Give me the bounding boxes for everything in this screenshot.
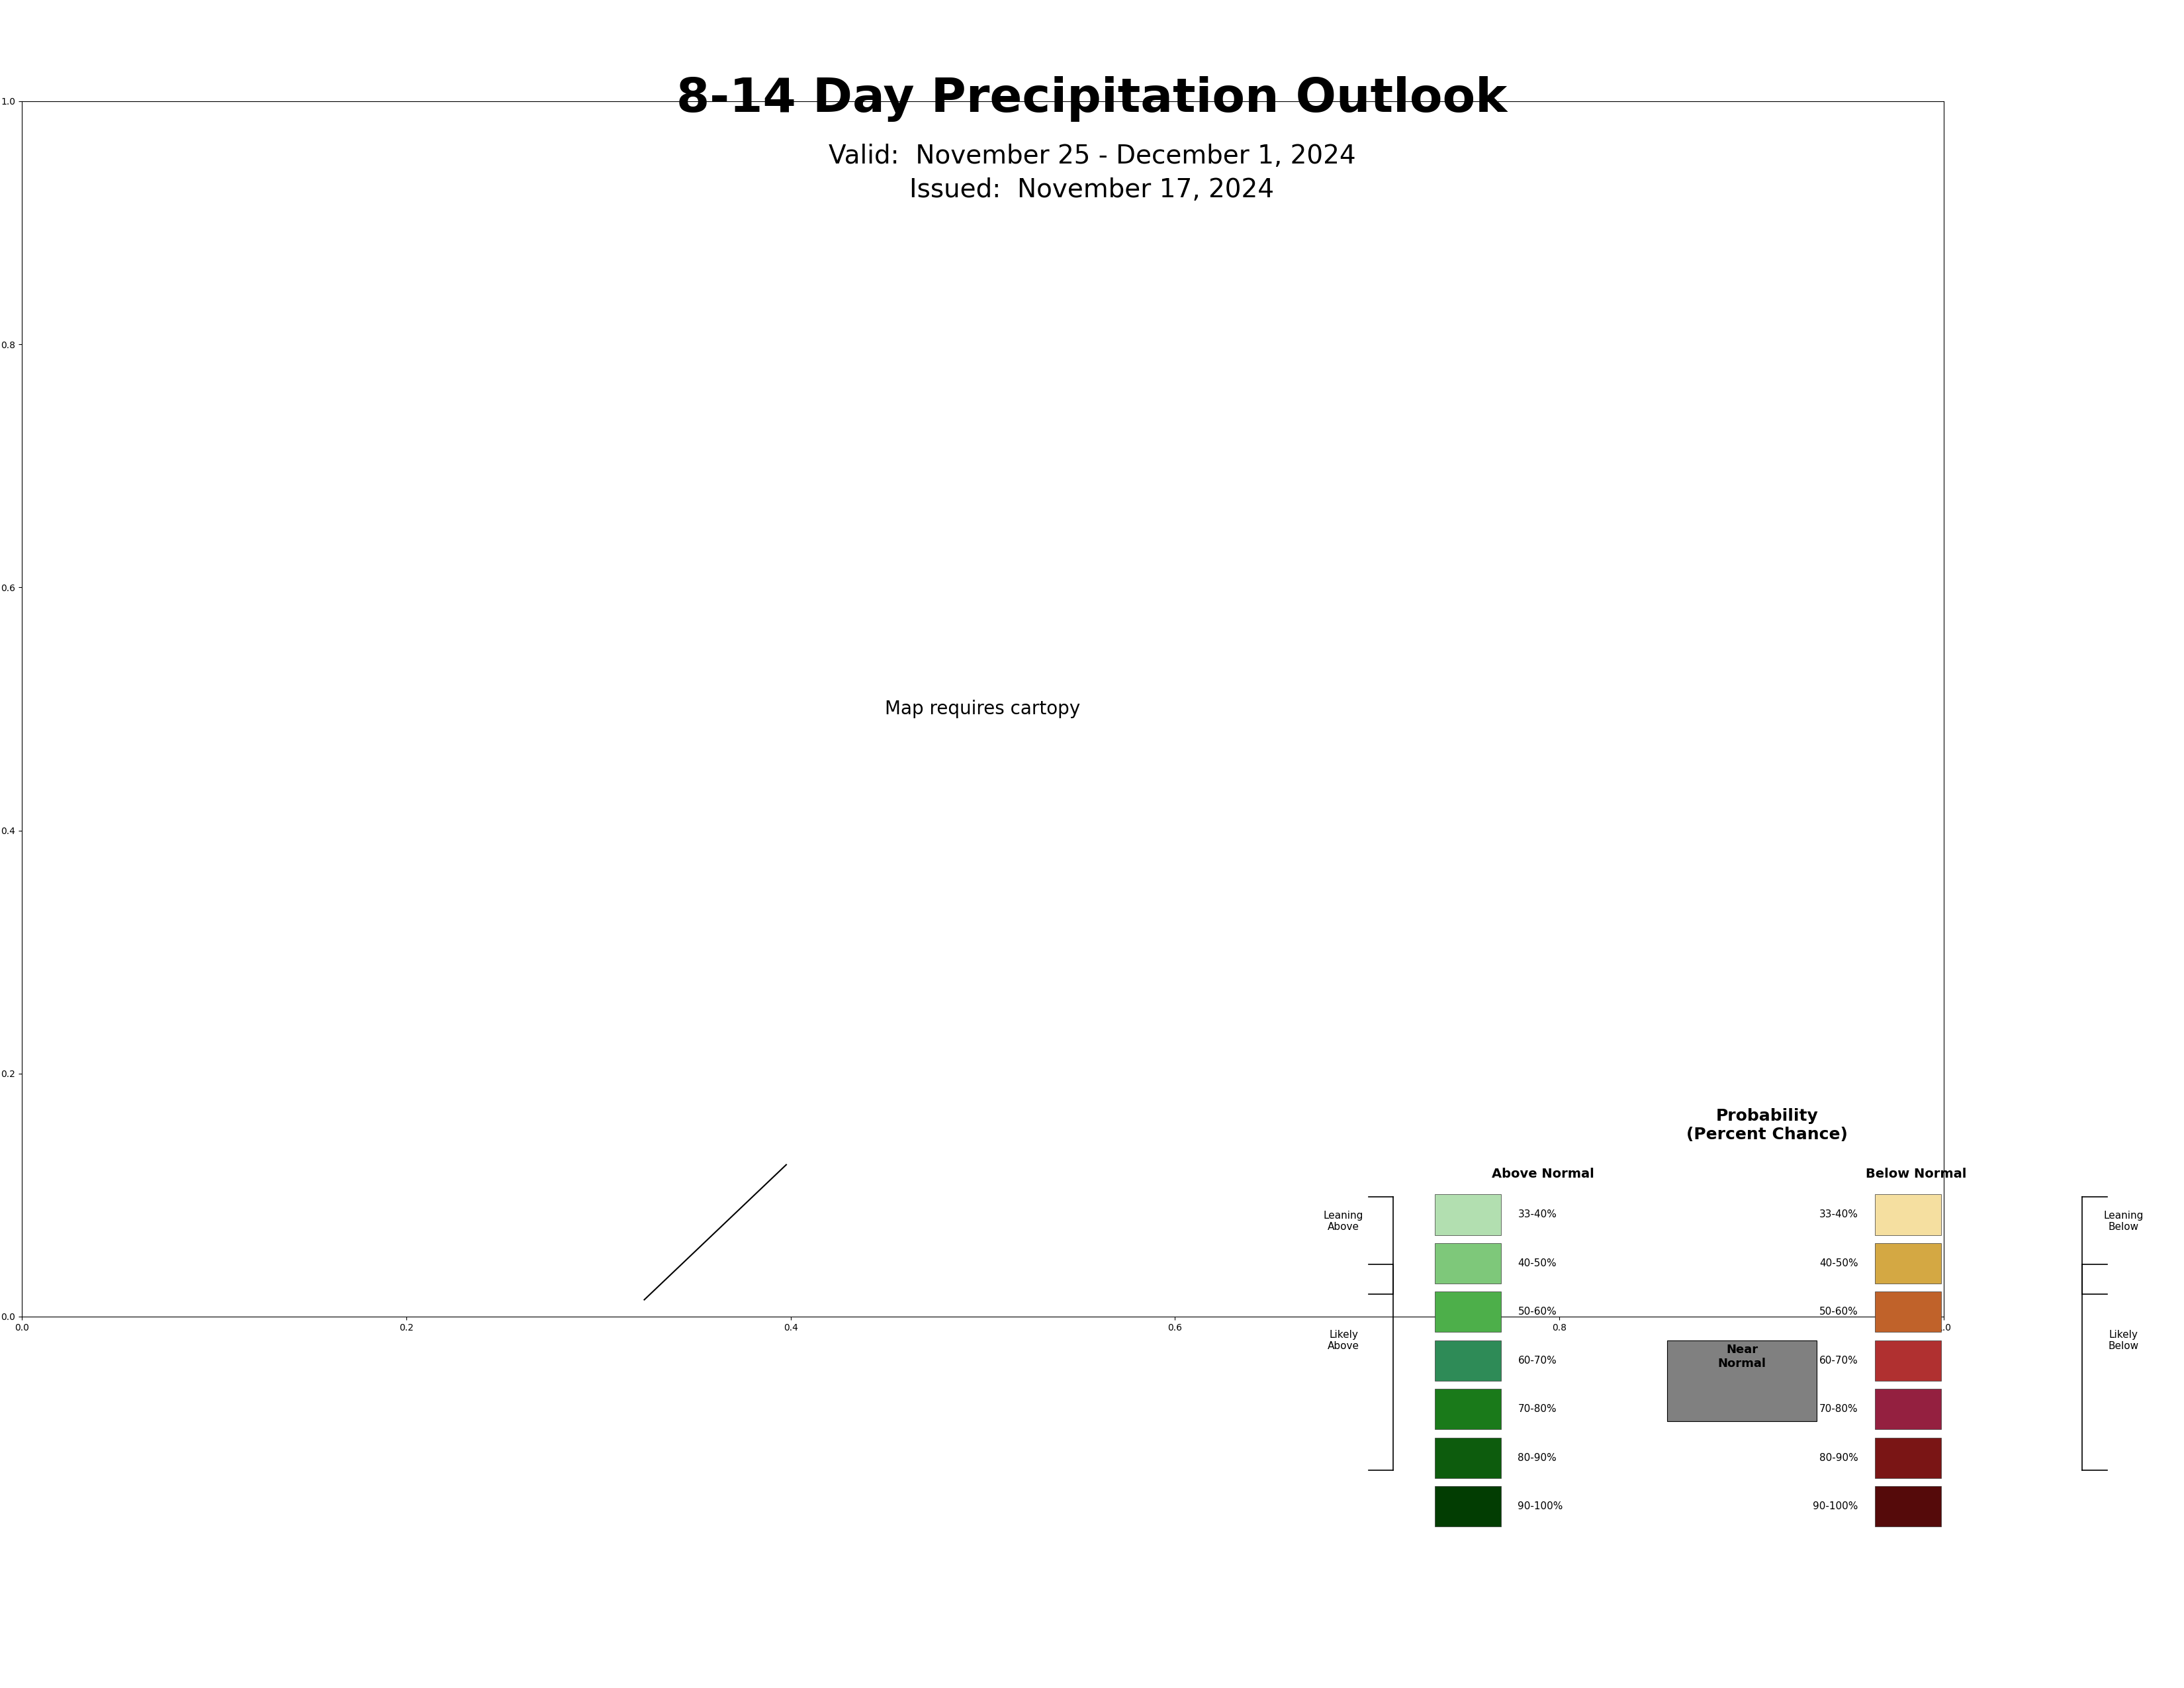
Text: 80-90%: 80-90% [1819,1453,1859,1463]
Text: Above Normal: Above Normal [1492,1168,1594,1180]
Text: 90-100%: 90-100% [1813,1501,1859,1511]
Text: Likely
Below: Likely Below [2108,1330,2138,1350]
Text: Probability
(Percent Chance): Probability (Percent Chance) [1686,1107,1848,1143]
Text: 70-80%: 70-80% [1819,1404,1859,1415]
Text: Issued:  November 17, 2024: Issued: November 17, 2024 [911,177,1273,203]
Bar [1435,1195,1500,1236]
Text: 50-60%: 50-60% [1819,1307,1859,1317]
Bar [1435,1438,1500,1479]
Text: 60-70%: 60-70% [1518,1355,1557,1366]
Text: Valid:  November 25 - December 1, 2024: Valid: November 25 - December 1, 2024 [828,143,1356,169]
Bar [1435,1389,1500,1430]
Bar [1874,1389,1942,1430]
Bar [1435,1291,1500,1332]
Text: Leaning
Below: Leaning Below [2103,1210,2145,1232]
Bar [1874,1242,1942,1283]
Text: 50-60%: 50-60% [1518,1307,1557,1317]
Text: Leaning
Above: Leaning Above [1324,1210,1363,1232]
Text: Near
Normal: Near Normal [1719,1344,1767,1369]
Text: 8-14 Day Precipitation Outlook: 8-14 Day Precipitation Outlook [677,76,1507,122]
Text: Below Normal: Below Normal [1865,1168,1966,1180]
Bar [1874,1340,1942,1381]
Text: Map requires cartopy: Map requires cartopy [885,701,1081,717]
Bar [1874,1438,1942,1479]
Text: 60-70%: 60-70% [1819,1355,1859,1366]
Bar [1435,1485,1500,1526]
Bar [1874,1485,1942,1526]
Bar [1666,1340,1817,1421]
Text: 33-40%: 33-40% [1819,1210,1859,1220]
Text: 40-50%: 40-50% [1518,1258,1557,1268]
Bar [1435,1340,1500,1381]
Text: 70-80%: 70-80% [1518,1404,1557,1415]
Text: 90-100%: 90-100% [1518,1501,1564,1511]
Text: 33-40%: 33-40% [1518,1210,1557,1220]
Bar [1874,1291,1942,1332]
Bar [1435,1242,1500,1283]
Text: 80-90%: 80-90% [1518,1453,1557,1463]
Text: 40-50%: 40-50% [1819,1258,1859,1268]
Text: Likely
Above: Likely Above [1328,1330,1358,1350]
Bar [1874,1195,1942,1236]
